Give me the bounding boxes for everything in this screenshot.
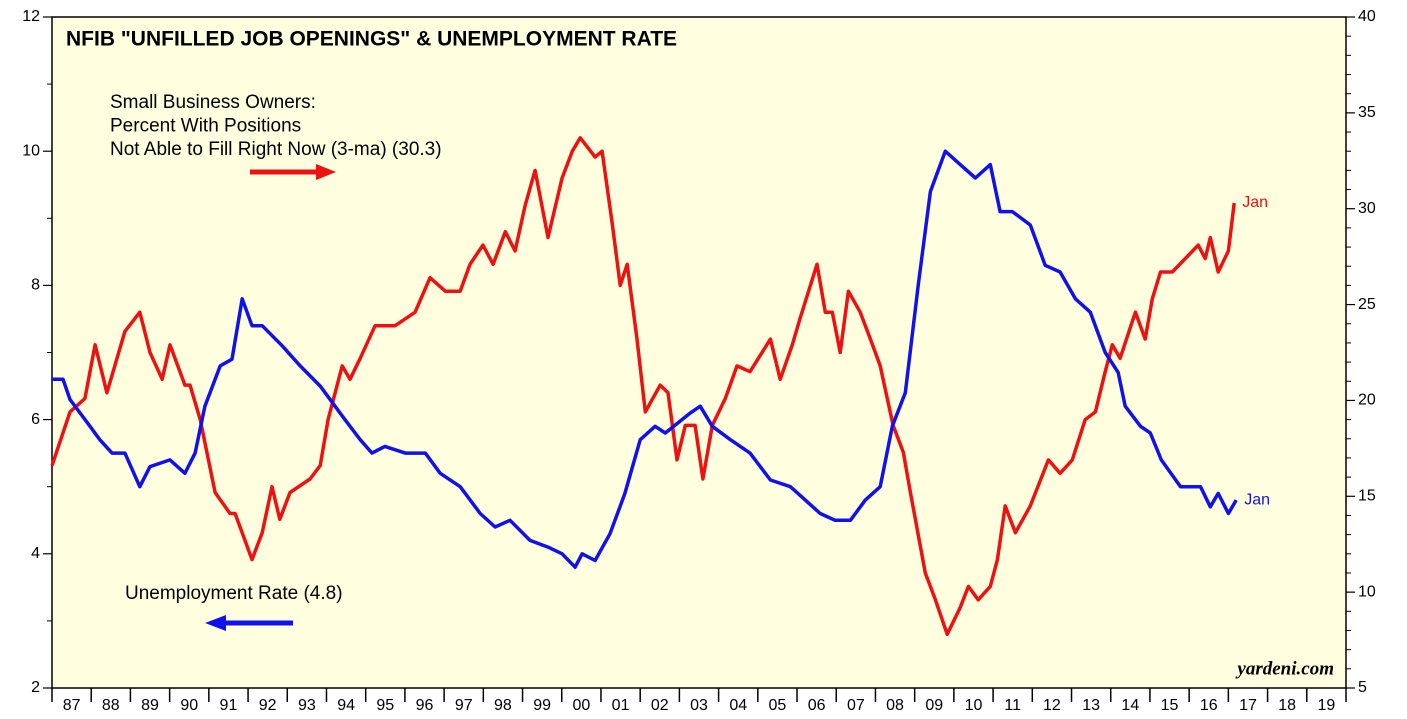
x-tick-label: 94 bbox=[337, 697, 355, 714]
y2-tick-label: 15 bbox=[1358, 488, 1376, 505]
x-tick-label: 96 bbox=[416, 697, 434, 714]
x-tick-label: 99 bbox=[533, 697, 551, 714]
source: yardeni.com bbox=[1235, 658, 1334, 679]
x-tick-label: 06 bbox=[808, 697, 826, 714]
series-line bbox=[50, 136, 1236, 637]
x-tick-label: 87 bbox=[63, 697, 81, 714]
x-tick-label: 02 bbox=[651, 697, 669, 714]
series-label: Small Business Owners: bbox=[110, 92, 316, 113]
x-tick-label: 92 bbox=[259, 697, 277, 714]
y2-tick-label: 30 bbox=[1358, 200, 1376, 217]
x-tick-label: 15 bbox=[1161, 697, 1179, 714]
x-tick-label: 13 bbox=[1082, 697, 1100, 714]
y2-tick-label: 5 bbox=[1358, 679, 1367, 696]
x-tick-label: 00 bbox=[572, 697, 590, 714]
x-tick-label: 98 bbox=[494, 697, 512, 714]
x-tick-label: 09 bbox=[925, 697, 943, 714]
y-tick-label: 12 bbox=[22, 8, 40, 25]
x-tick-label: 17 bbox=[1239, 697, 1257, 714]
series-label: Not Able to Fill Right Now (3-ma) (30.3) bbox=[110, 139, 442, 160]
x-tick-label: 07 bbox=[847, 697, 865, 714]
x-tick-label: 11 bbox=[1004, 697, 1021, 714]
series-label: Unemployment Rate (4.8) bbox=[125, 583, 343, 604]
x-tick-label: 08 bbox=[886, 697, 904, 714]
x-tick-label: 16 bbox=[1200, 697, 1218, 714]
series-line bbox=[52, 149, 1238, 569]
x-tick-label: 05 bbox=[769, 697, 787, 714]
chart-title: NFIB "UNFILLED JOB OPENINGS" & UNEMPLOYM… bbox=[66, 28, 677, 51]
x-tick-label: 12 bbox=[1043, 697, 1061, 714]
x-tick-label: 18 bbox=[1278, 697, 1296, 714]
red-arrow bbox=[250, 164, 336, 180]
y-tick-label: 4 bbox=[31, 545, 40, 562]
y2-tick-label: 40 bbox=[1358, 8, 1376, 25]
x-tick-label: 14 bbox=[1121, 697, 1139, 714]
end-label: Jan bbox=[1242, 194, 1268, 211]
plot-area bbox=[51, 16, 1347, 689]
y2-tick-label: 35 bbox=[1358, 104, 1376, 121]
y2-tick-label: 20 bbox=[1358, 392, 1376, 409]
x-tick-label: 97 bbox=[455, 697, 473, 714]
x-tick-label: 88 bbox=[102, 697, 120, 714]
x-tick-label: 90 bbox=[180, 697, 198, 714]
x-tick-label: 93 bbox=[298, 697, 316, 714]
x-tick-label: 10 bbox=[965, 697, 983, 714]
y-tick-label: 6 bbox=[31, 411, 40, 428]
x-tick-label: 19 bbox=[1317, 697, 1335, 714]
end-label: Jan bbox=[1244, 491, 1270, 508]
y2-tick-label: 10 bbox=[1358, 583, 1376, 600]
y-tick-label: 10 bbox=[22, 142, 40, 159]
x-tick-label: 91 bbox=[220, 697, 238, 714]
x-tick-label: 01 bbox=[612, 697, 630, 714]
series-label: Percent With Positions bbox=[110, 116, 301, 137]
x-tick-label: 04 bbox=[729, 697, 747, 714]
y-tick-label: 8 bbox=[31, 277, 40, 294]
blue-arrow bbox=[205, 615, 293, 631]
x-tick-label: 89 bbox=[141, 697, 159, 714]
x-tick-label: 03 bbox=[690, 697, 708, 714]
y2-tick-label: 25 bbox=[1358, 296, 1376, 313]
y-tick-label: 2 bbox=[31, 679, 40, 696]
x-tick-label: 95 bbox=[376, 697, 394, 714]
